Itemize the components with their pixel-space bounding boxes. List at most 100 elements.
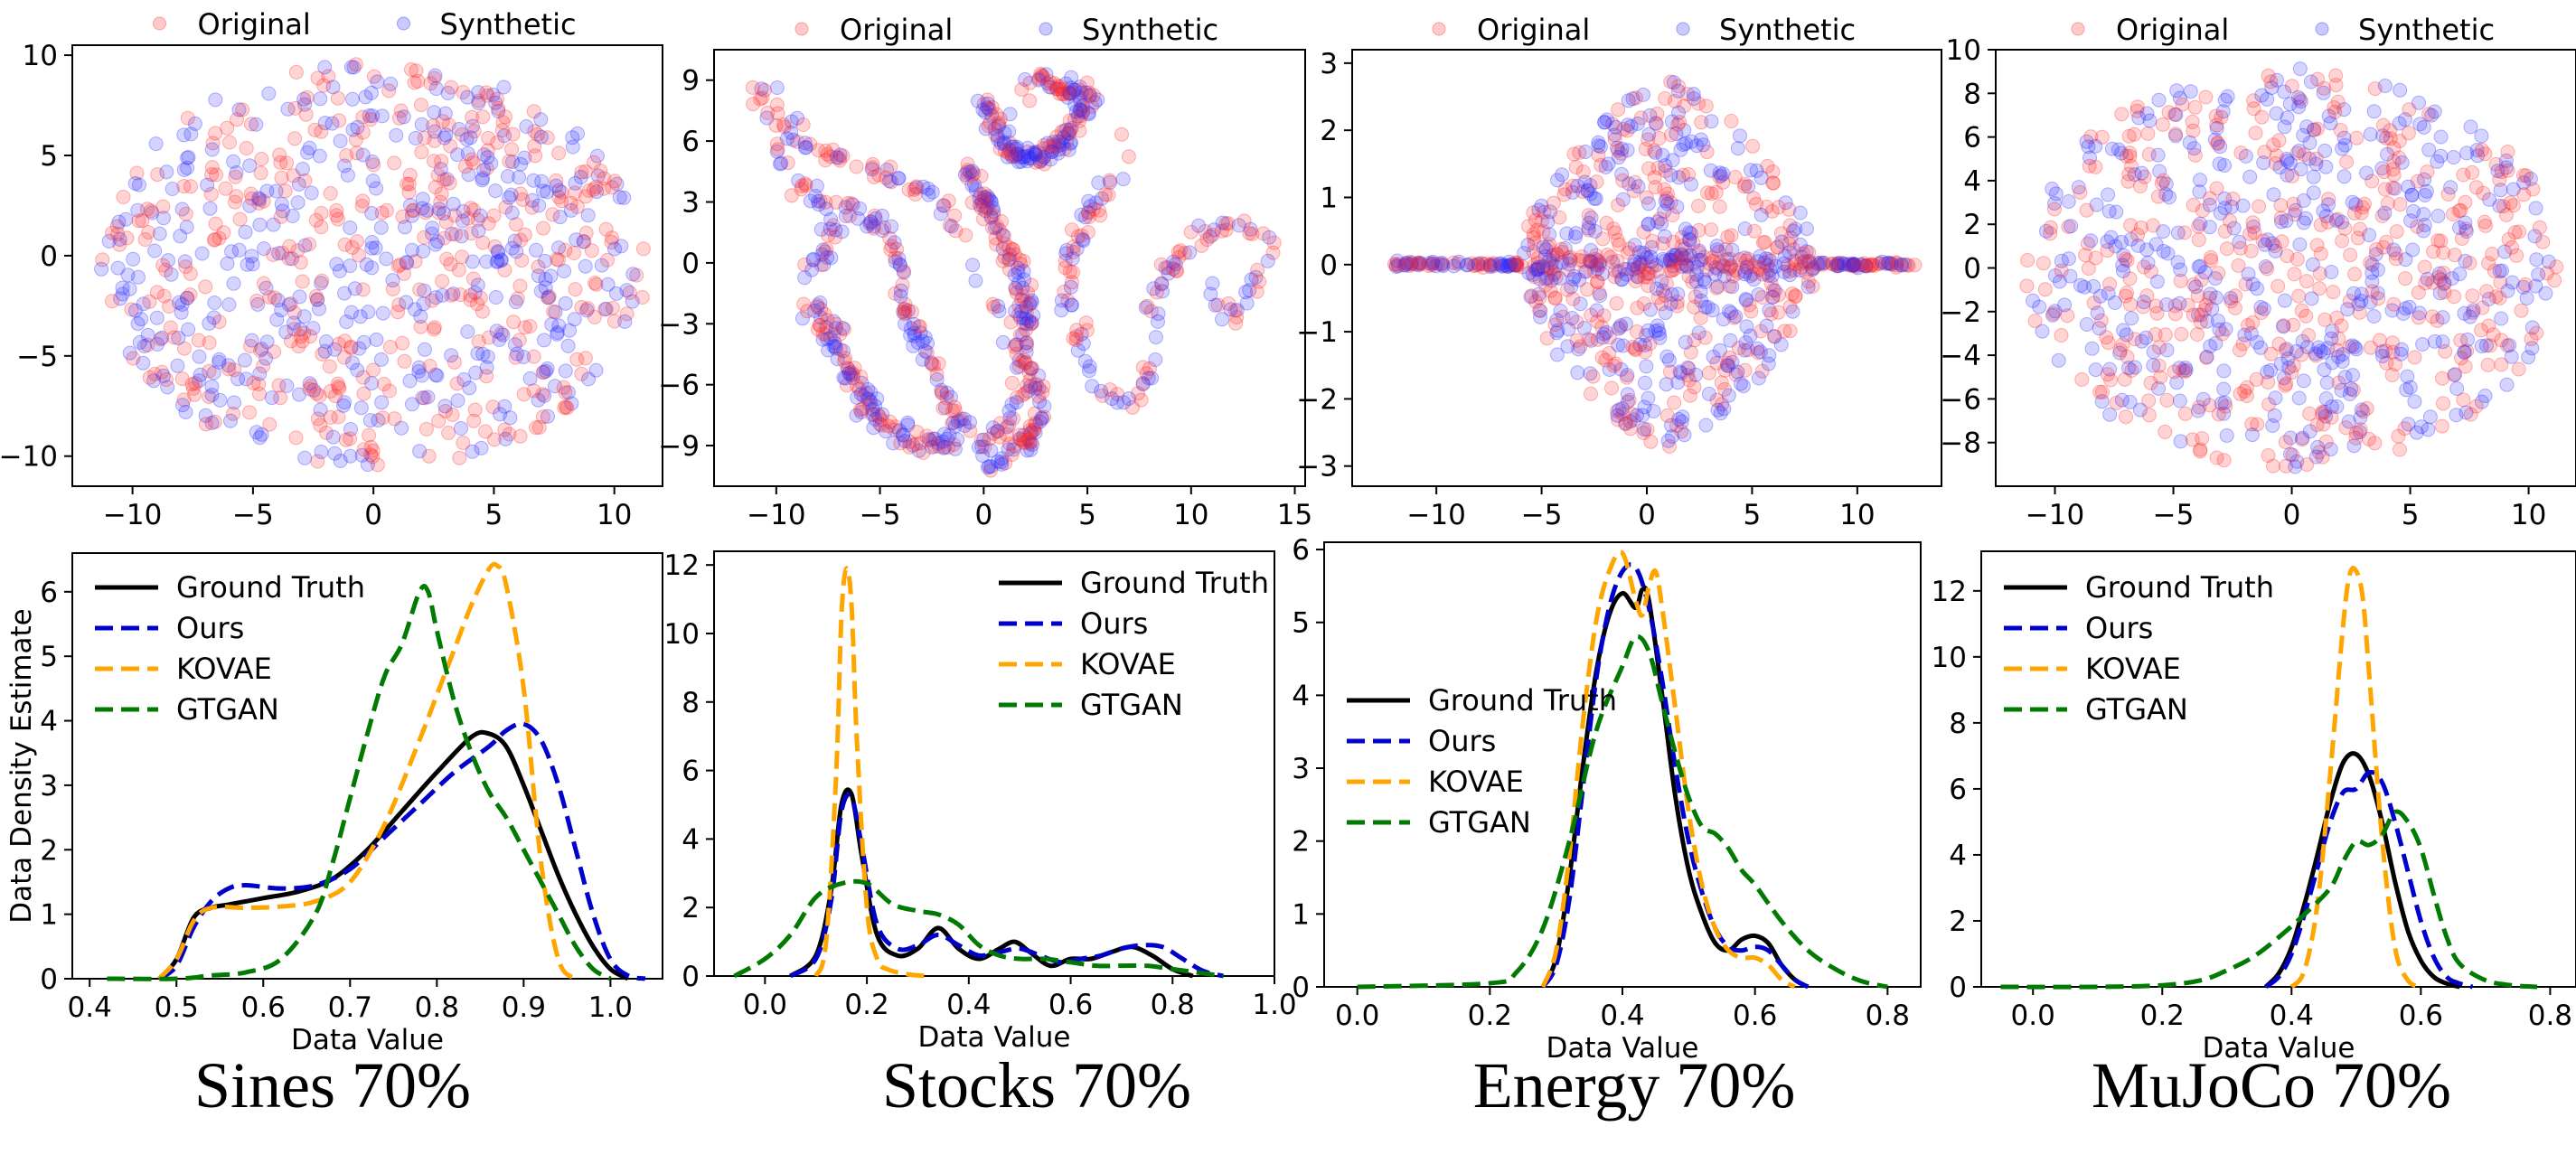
point-original: [2354, 205, 2369, 221]
point-synthetic: [2108, 296, 2122, 310]
point-synthetic: [1046, 135, 1061, 149]
point-synthetic: [502, 190, 517, 205]
point-original: [1037, 141, 1051, 156]
point-synthetic: [155, 330, 170, 345]
point-original: [1424, 258, 1439, 273]
point-synthetic: [2336, 169, 2352, 184]
point-synthetic: [1610, 408, 1625, 423]
point-synthetic: [1544, 256, 1559, 271]
point-original: [1037, 156, 1052, 172]
x-tick-label: 0.0: [1335, 1000, 1379, 1032]
point-original: [2158, 424, 2173, 439]
point-original: [1593, 258, 1607, 273]
point-original: [2195, 203, 2210, 219]
point-original: [1704, 222, 1719, 238]
point-synthetic: [1655, 283, 1670, 298]
point-synthetic: [973, 197, 988, 212]
point-original: [2093, 313, 2109, 328]
point-original: [549, 173, 564, 188]
point-synthetic: [2458, 215, 2473, 230]
point-original: [2386, 296, 2402, 312]
point-synthetic: [924, 355, 939, 371]
point-original: [959, 164, 974, 180]
point-synthetic: [1166, 261, 1181, 277]
point-synthetic: [1733, 376, 1748, 391]
point-synthetic: [2474, 339, 2489, 353]
point-synthetic: [2495, 263, 2509, 278]
y-tick-label: 1: [1292, 898, 1310, 931]
point-original: [2274, 234, 2289, 249]
point-synthetic: [136, 355, 151, 371]
point-synthetic: [1060, 126, 1076, 141]
point-synthetic: [306, 321, 321, 336]
point-synthetic: [1074, 326, 1089, 342]
point-synthetic: [1043, 152, 1058, 167]
point-original: [2308, 151, 2324, 166]
point-original: [221, 361, 236, 377]
point-original: [557, 400, 572, 416]
point-original: [1020, 145, 1035, 159]
point-original: [2284, 365, 2299, 380]
point-original: [770, 106, 785, 121]
point-synthetic: [252, 366, 268, 381]
point-synthetic: [365, 108, 381, 124]
panel-caption: Stocks 70%: [882, 1049, 1191, 1122]
point-synthetic: [938, 399, 953, 415]
point-synthetic: [1665, 429, 1679, 444]
point-original: [176, 179, 192, 194]
point-original: [535, 409, 550, 425]
point-original: [314, 220, 329, 235]
point-original: [1710, 261, 1725, 277]
point-original: [205, 136, 221, 151]
point-synthetic: [625, 267, 641, 282]
point-original: [2475, 300, 2490, 315]
y-tick-label: −9: [658, 430, 700, 463]
point-original: [2363, 255, 2378, 270]
x-tick-label: 0.4: [68, 991, 112, 1024]
point-original: [776, 117, 792, 132]
point-original: [865, 156, 880, 172]
point-original: [745, 80, 760, 95]
point-original: [2294, 432, 2309, 447]
point-synthetic: [2370, 262, 2385, 277]
point-synthetic: [1792, 237, 1808, 252]
point-synthetic: [2205, 301, 2220, 316]
point-synthetic: [2190, 403, 2205, 418]
point-synthetic: [2299, 119, 2315, 135]
y-tick-label: 12: [664, 549, 700, 582]
y-tick-label: 3: [1292, 753, 1310, 785]
point-original: [1603, 249, 1618, 265]
point-synthetic: [405, 397, 419, 412]
point-original: [1658, 164, 1673, 179]
point-synthetic: [206, 365, 221, 380]
point-synthetic: [418, 342, 432, 357]
point-synthetic: [971, 439, 986, 455]
point-original: [456, 85, 471, 99]
point-original: [2223, 294, 2239, 309]
point-synthetic: [428, 367, 443, 382]
point-synthetic: [317, 343, 333, 359]
point-synthetic: [2254, 88, 2270, 103]
point-synthetic: [1075, 231, 1090, 247]
point-original: [1691, 96, 1706, 111]
point-original: [1061, 86, 1076, 101]
point-synthetic: [1405, 255, 1420, 270]
point-synthetic: [360, 457, 375, 472]
point-synthetic: [496, 80, 512, 95]
point-original: [898, 305, 913, 320]
point-synthetic: [1709, 239, 1725, 254]
point-synthetic: [2047, 304, 2063, 319]
point-original: [1058, 253, 1073, 268]
point-synthetic: [1054, 293, 1069, 308]
point-original: [2372, 333, 2387, 348]
point-synthetic: [533, 284, 549, 299]
point-synthetic: [814, 247, 830, 262]
point-original: [239, 141, 254, 155]
point-synthetic: [2217, 395, 2233, 410]
point-original: [293, 329, 308, 344]
point-synthetic: [2353, 410, 2368, 426]
point-original: [1722, 261, 1737, 277]
point-synthetic: [1751, 371, 1766, 386]
legend-marker-original: [2071, 22, 2085, 36]
point-synthetic: [2149, 274, 2165, 289]
